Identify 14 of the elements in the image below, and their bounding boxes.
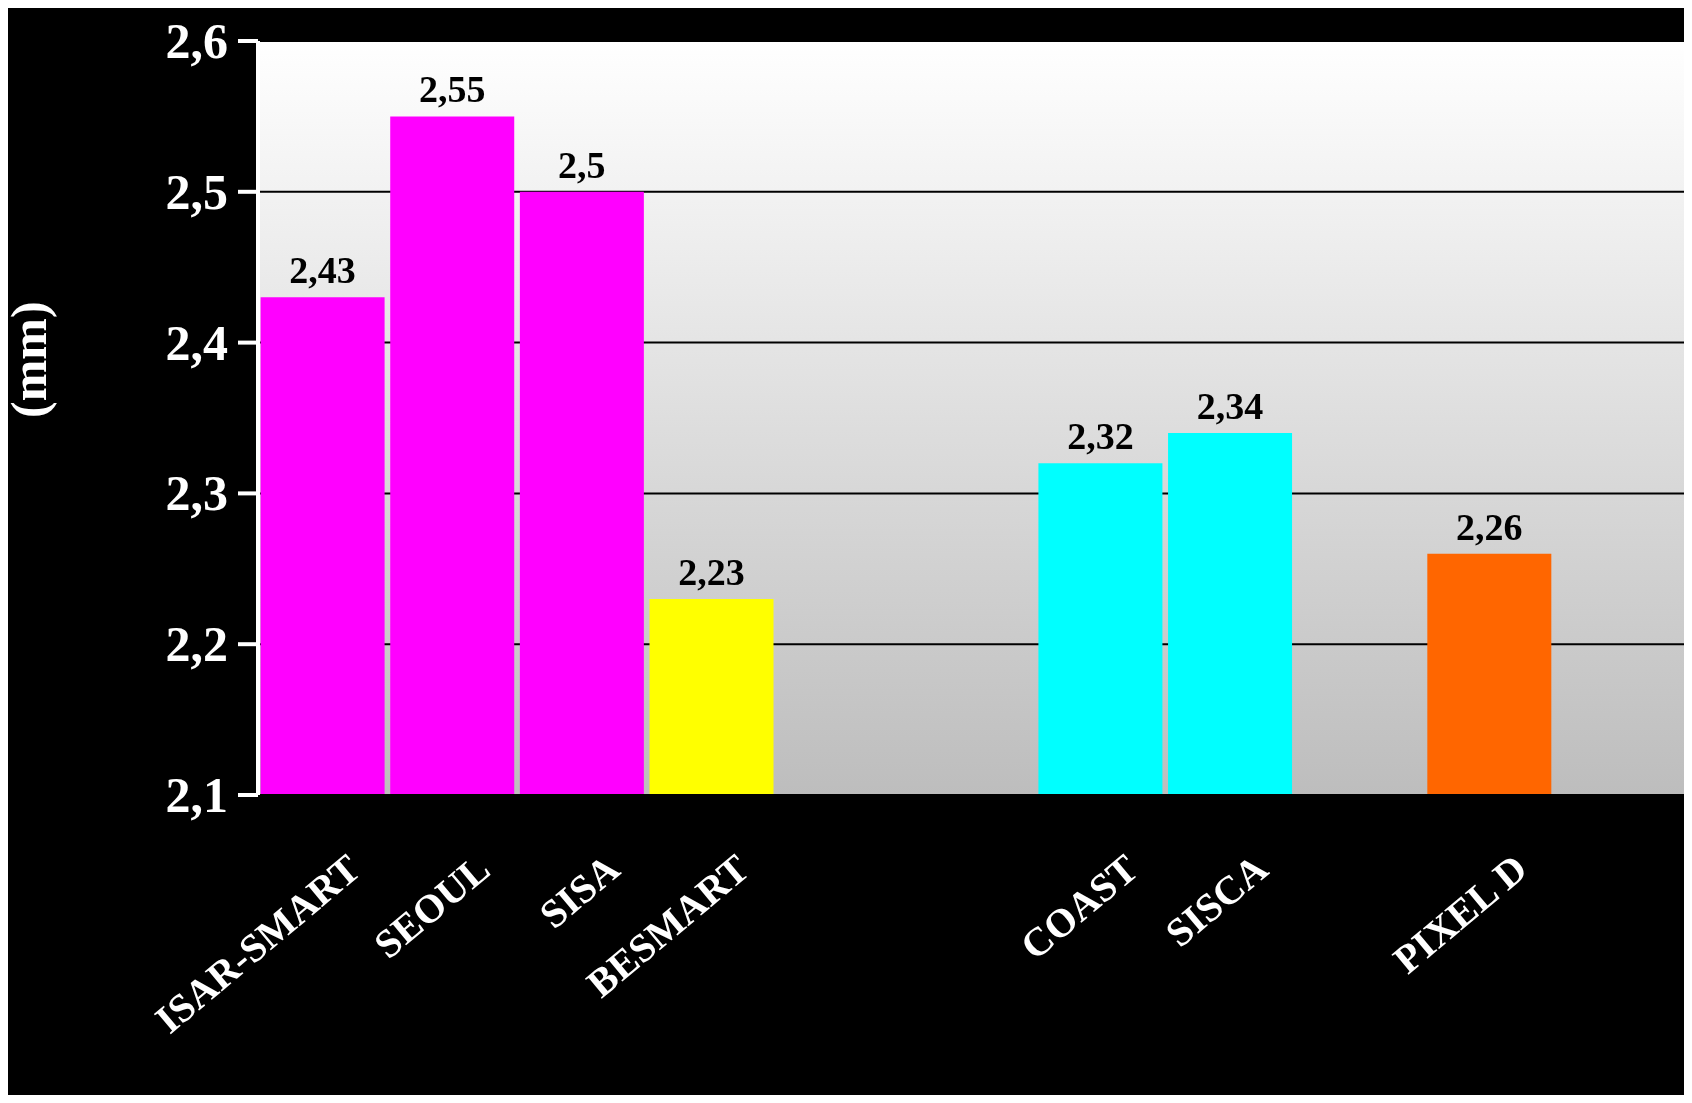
y-tick-label: 2,1 [165,767,228,823]
y-axis-title: (mm) [0,301,57,418]
data-label: 2,5 [558,143,606,186]
data-label: 2,32 [1067,415,1134,458]
y-tick-label: 2,2 [165,616,228,673]
data-label: 2,43 [289,249,356,292]
data-label: 2,26 [1456,505,1523,548]
data-label: 2,55 [418,68,486,111]
y-tick-label: 2,6 [165,13,228,69]
data-label: 2,23 [678,550,745,593]
data-label: 2,34 [1196,385,1264,428]
y-tick-label: 2,4 [165,314,228,371]
y-tick-label: 2,5 [165,163,228,220]
y-tick-label: 2,3 [165,465,228,522]
